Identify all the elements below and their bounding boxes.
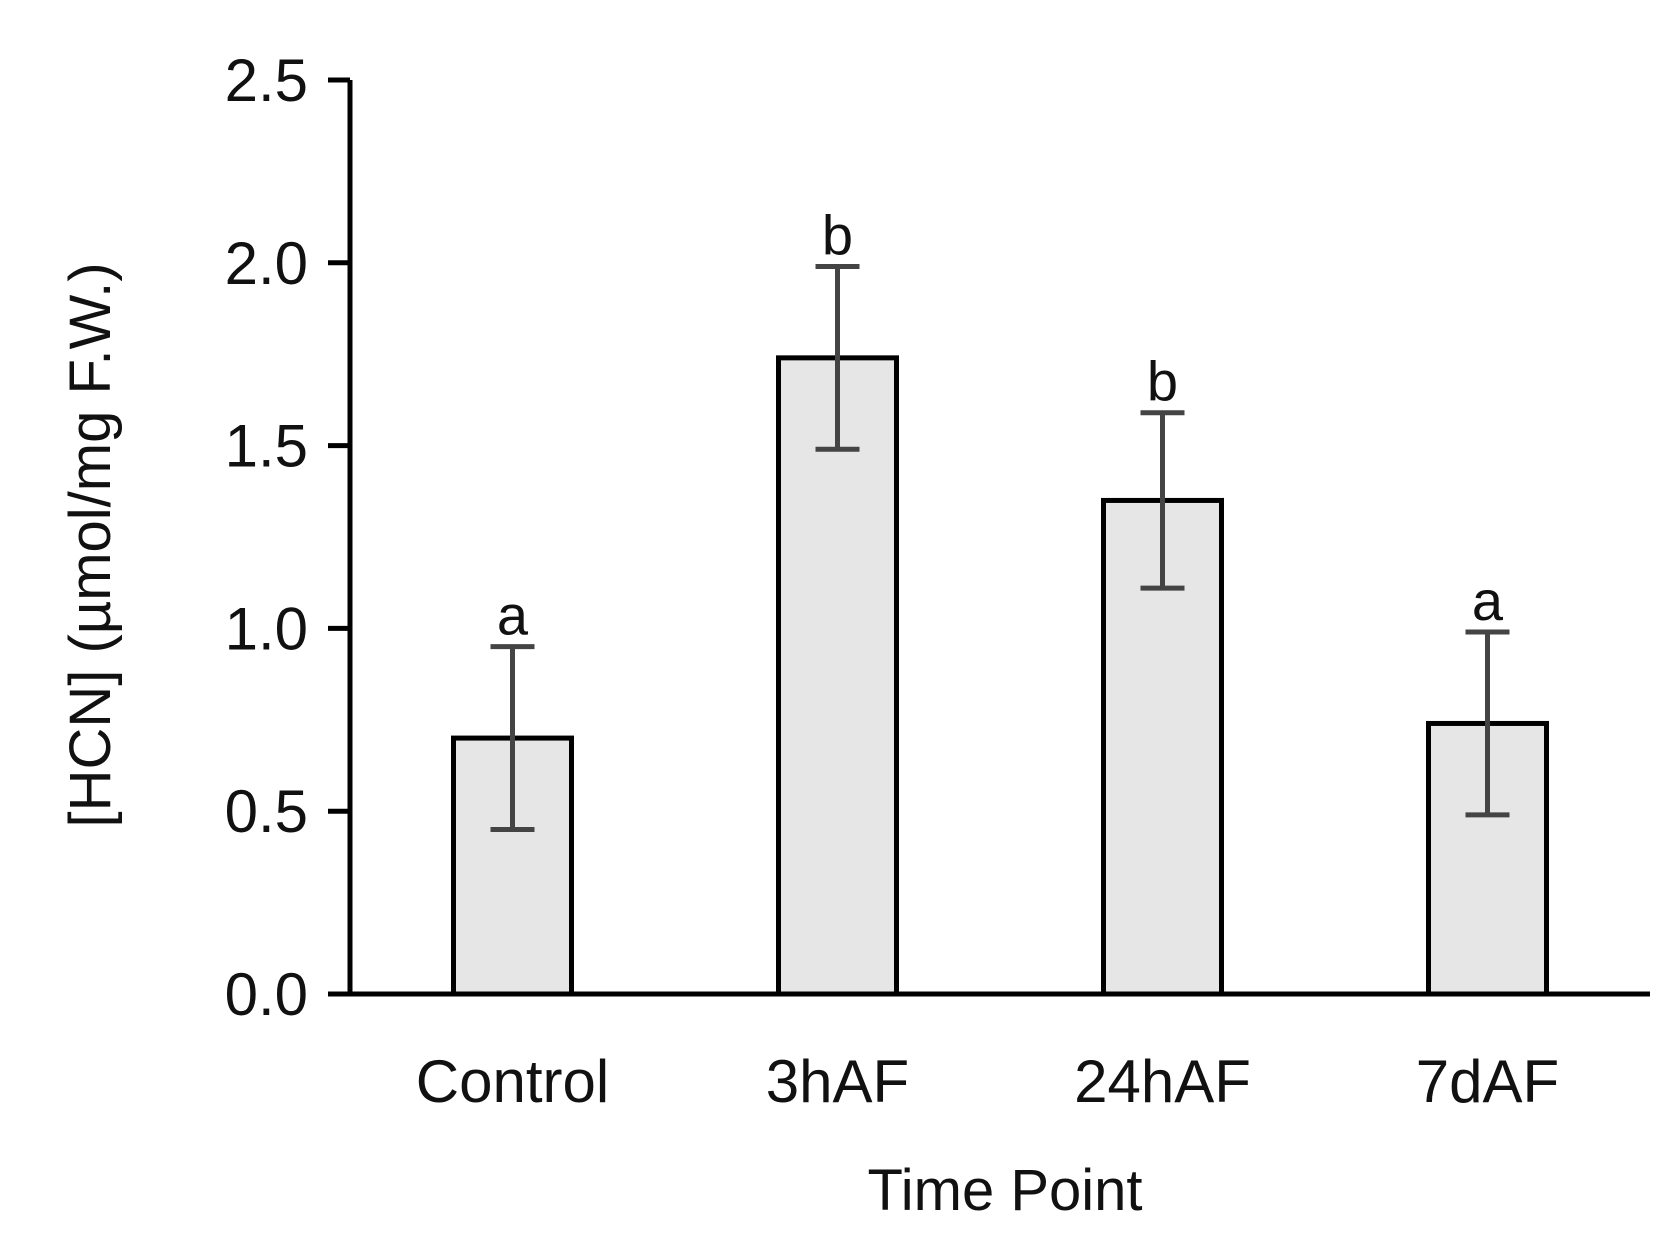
significance-letter: a [497,584,529,647]
significance-letter: b [822,203,853,266]
y-tick-label: 1.0 [225,595,308,662]
y-tick-label: 2.0 [225,230,308,297]
axes [347,80,1650,997]
significance-letters: a b b a [497,203,1504,646]
y-axis-title: [HCN] (µmol/mg F.W.) [58,262,123,827]
y-tick-label: 0.5 [225,778,308,845]
bar-3haf [776,355,899,997]
bars [451,355,1549,997]
x-category-label: 24hAF [1074,1048,1251,1115]
y-axis-ticks: 0.0 0.5 1.0 1.5 2.0 2.5 [225,47,350,1028]
error-bars [490,263,1510,832]
x-category-label: Control [416,1048,609,1115]
x-category-label: 3hAF [766,1048,909,1115]
category-labels: Control 3hAF 24hAF 7dAF [416,1048,1559,1115]
significance-letter: b [1147,350,1178,413]
x-category-label: 7dAF [1416,1048,1559,1115]
y-tick-label: 2.5 [225,47,308,114]
y-tick-label: 0.0 [225,961,308,1028]
y-tick-label: 1.5 [225,413,308,480]
x-axis-title: Time Point [867,1158,1142,1223]
significance-letter: a [1472,569,1504,632]
